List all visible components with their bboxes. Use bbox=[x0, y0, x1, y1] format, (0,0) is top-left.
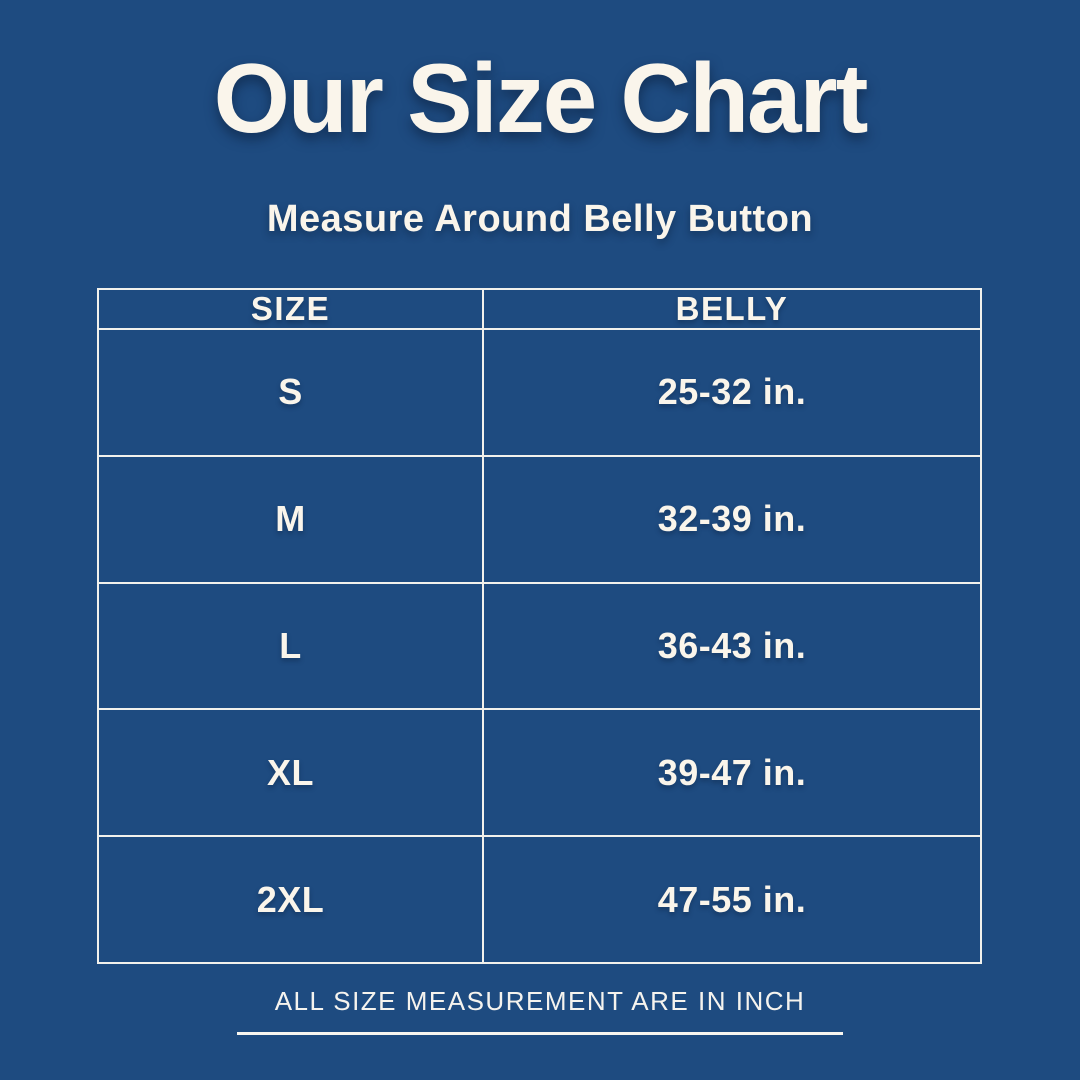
size-cell: XL bbox=[97, 708, 484, 838]
size-cell: M bbox=[97, 454, 484, 584]
belly-cell: 39-47 in. bbox=[481, 708, 983, 838]
table-row: L 36-43 in. bbox=[97, 581, 983, 711]
table-row: M 32-39 in. bbox=[97, 454, 983, 584]
footer-underline bbox=[237, 1032, 843, 1035]
belly-cell: 25-32 in. bbox=[481, 328, 983, 457]
page-subtitle: Measure Around Belly Button bbox=[266, 198, 814, 240]
column-header-size: SIZE bbox=[97, 288, 484, 330]
table-header-row: SIZE BELLY bbox=[97, 288, 983, 330]
belly-cell: 47-55 in. bbox=[481, 835, 983, 964]
footer-note: ALL SIZE MEASUREMENT ARE IN INCH bbox=[274, 986, 806, 1016]
size-cell: S bbox=[97, 328, 484, 457]
table-row: XL 39-47 in. bbox=[97, 708, 983, 838]
size-chart-table: SIZE BELLY S 25-32 in. M 32-39 in. L 36-… bbox=[97, 288, 983, 964]
page-title: Our Size Chart bbox=[213, 43, 869, 153]
belly-cell: 36-43 in. bbox=[481, 581, 983, 711]
table-row: S 25-32 in. bbox=[97, 328, 983, 457]
size-cell: 2XL bbox=[97, 835, 484, 964]
belly-cell: 32-39 in. bbox=[481, 454, 983, 584]
size-cell: L bbox=[97, 581, 484, 711]
column-header-belly: BELLY bbox=[481, 288, 983, 330]
table-row: 2XL 47-55 in. bbox=[97, 835, 983, 964]
